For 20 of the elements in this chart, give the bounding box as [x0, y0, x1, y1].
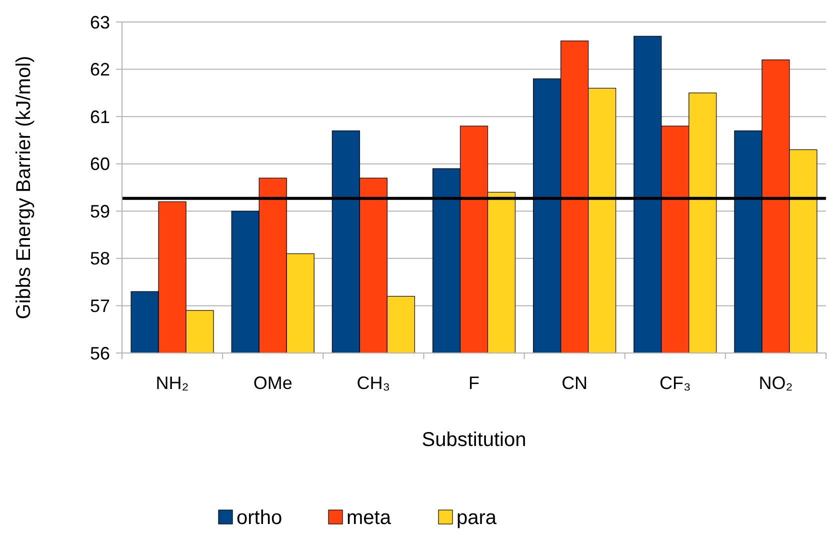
- legend-label: ortho: [236, 507, 282, 529]
- y-tick-label: 59: [90, 201, 110, 222]
- x-tick-label: CN: [562, 373, 588, 393]
- legend-label: para: [456, 507, 498, 529]
- x-tick-label: CF₃: [659, 373, 691, 393]
- y-tick-label: 60: [90, 154, 110, 174]
- x-tick-label: F: [468, 373, 480, 393]
- y-tick-label: 57: [90, 296, 110, 316]
- legend-label: meta: [346, 507, 392, 529]
- y-axis-title: Gibbs Energy Barrier (kJ/mol): [13, 56, 35, 320]
- y-tick-label: 62: [90, 60, 110, 80]
- y-tick-label: 63: [90, 12, 110, 32]
- x-tick-label: NO₂: [758, 373, 793, 393]
- x-tick-label: OMe: [253, 373, 292, 393]
- x-tick-label: NH₂: [156, 373, 189, 393]
- x-axis-title: Substitution: [422, 429, 526, 451]
- y-tick-label: 61: [90, 106, 110, 127]
- y-tick-label: 58: [90, 248, 110, 269]
- x-tick-label: CH₃: [356, 373, 390, 393]
- y-tick-label: 56: [90, 343, 110, 364]
